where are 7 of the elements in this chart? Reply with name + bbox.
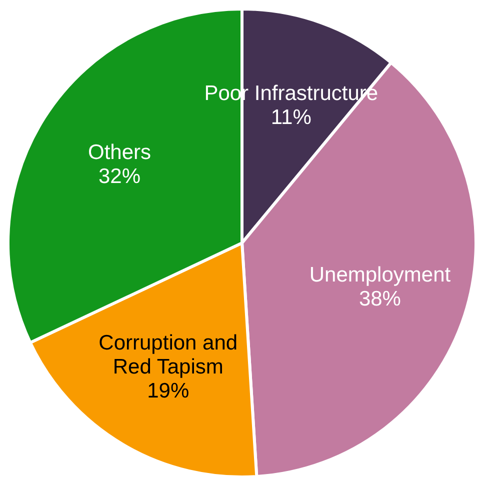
data-label: 38%	[358, 287, 401, 310]
slice-label: Unemployment	[309, 263, 451, 286]
slice-label: Corruption and Red Tapism	[98, 331, 238, 378]
data-label: 19%	[147, 379, 190, 402]
data-label: 32%	[98, 164, 141, 188]
data-label: 11%	[270, 106, 312, 130]
slice-label: Others	[88, 140, 152, 164]
